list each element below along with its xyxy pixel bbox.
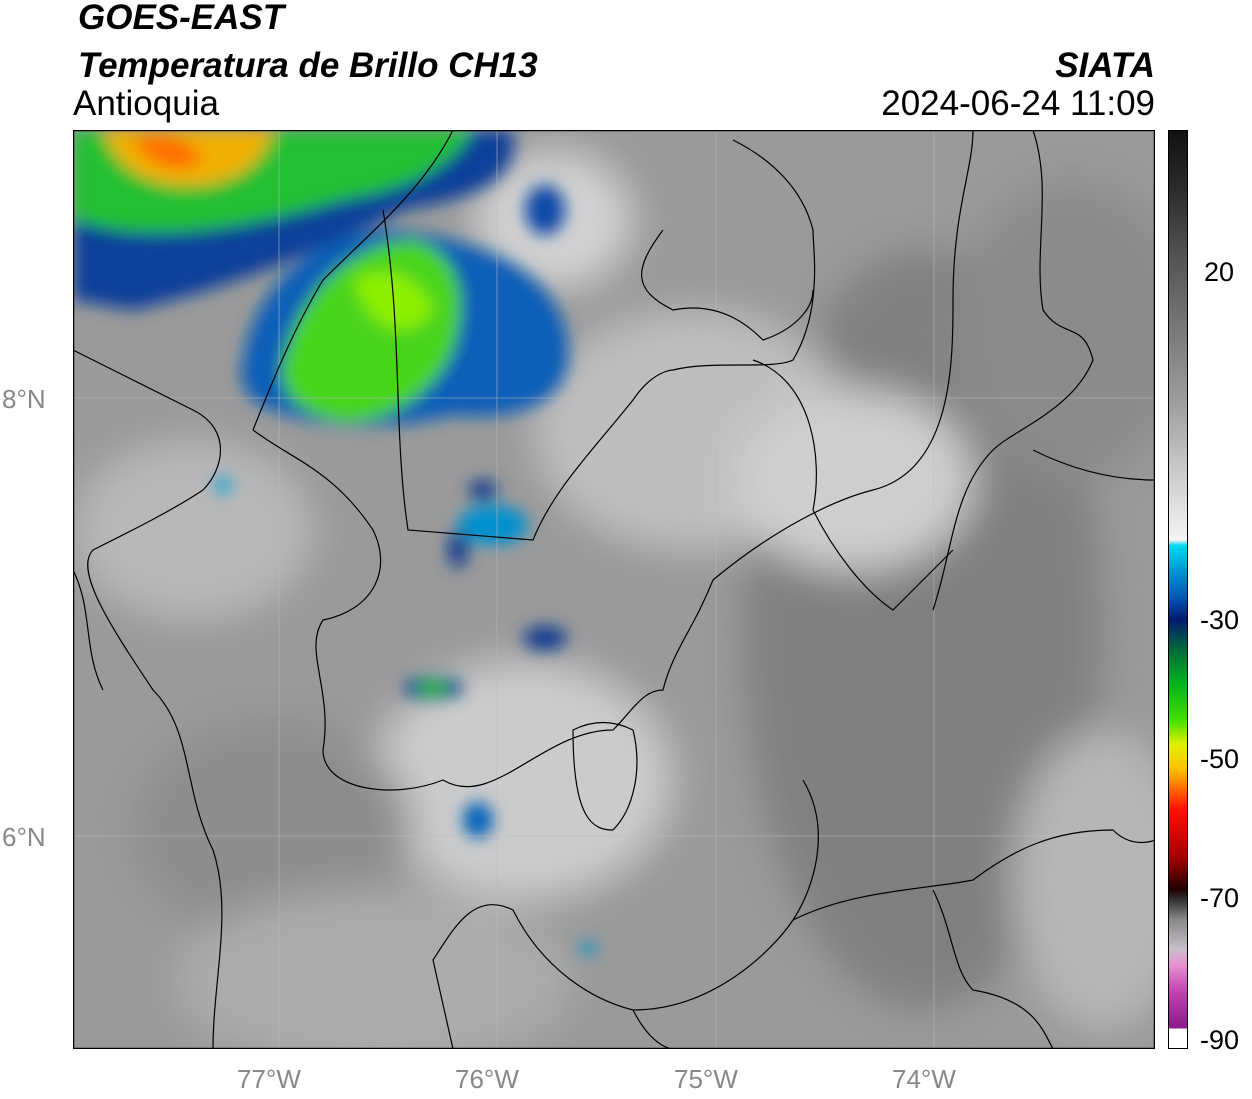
satellite-map: [73, 130, 1155, 1049]
source: SIATA: [1055, 46, 1155, 85]
colorbar-label: -50: [1200, 744, 1240, 774]
colorbar: [1168, 130, 1188, 1049]
lon-label: 77°W: [237, 1064, 301, 1094]
colorbar-label: -90: [1200, 1025, 1240, 1055]
colorbar-label: -30: [1200, 605, 1240, 635]
lon-label: 76°W: [455, 1064, 519, 1094]
subtitle: Temperatura de Brillo CH13: [78, 46, 538, 85]
colorbar-label: -70: [1200, 883, 1240, 913]
lon-label: 75°W: [674, 1064, 738, 1094]
lat-label: 8°N: [2, 384, 46, 414]
lon-label: 74°W: [892, 1064, 956, 1094]
title: GOES-EAST: [78, 0, 285, 37]
datetime: 2024-06-24 11:09: [881, 84, 1155, 123]
lat-label: 6°N: [2, 822, 46, 852]
region: Antioquia: [73, 84, 219, 123]
colorbar-label: 20: [1204, 257, 1235, 287]
